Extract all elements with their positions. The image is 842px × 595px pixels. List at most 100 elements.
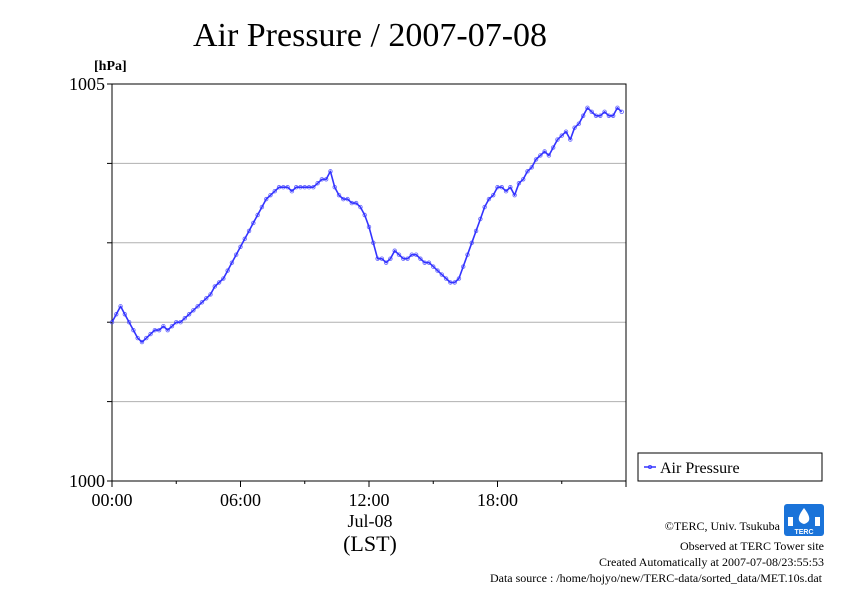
plot-frame <box>111 83 627 482</box>
data-point <box>461 264 466 269</box>
data-point <box>311 185 316 190</box>
x-axis-date-label: Jul-08 <box>348 511 393 531</box>
data-point <box>435 268 440 273</box>
data-point <box>281 185 286 190</box>
data-point <box>538 153 543 158</box>
data-point <box>452 280 457 285</box>
y-tick-label: 1000 <box>69 471 105 491</box>
data-point <box>388 256 393 261</box>
data-point <box>195 304 200 309</box>
data-point <box>345 196 350 202</box>
data-point <box>242 236 247 242</box>
x-tick-label: 18:00 <box>477 490 518 510</box>
chart-title: Air Pressure / 2007-07-08 <box>193 17 547 54</box>
data-point <box>118 304 123 309</box>
data-point <box>533 157 539 162</box>
data-point <box>165 327 170 333</box>
x-axis-ticks: 00:00 06:00 12:00 18:00 <box>91 481 627 510</box>
data-point <box>362 212 367 218</box>
data-point <box>285 185 290 190</box>
data-point <box>212 284 217 289</box>
data-point <box>319 177 325 182</box>
data-point <box>371 240 376 245</box>
data-point <box>546 153 552 158</box>
data-point <box>606 113 612 118</box>
data-point <box>443 276 449 281</box>
data-point <box>418 256 423 261</box>
data-point <box>208 292 213 297</box>
data-point <box>559 133 564 138</box>
data-point <box>495 185 500 190</box>
data-point <box>610 113 616 118</box>
data-point <box>358 204 363 210</box>
data-point <box>585 105 590 111</box>
data-point <box>598 113 603 118</box>
data-point <box>349 200 355 206</box>
legend-box <box>637 452 823 482</box>
data-point <box>366 224 372 230</box>
data-point <box>276 185 282 190</box>
legend-entry-air-pressure: Air Pressure <box>660 460 740 477</box>
data-point <box>448 280 453 285</box>
data-point <box>264 196 269 202</box>
data-point <box>341 196 346 202</box>
data-point <box>315 181 320 186</box>
data-point <box>426 260 432 265</box>
data-point <box>482 204 487 210</box>
data-point <box>109 320 115 325</box>
data-point <box>131 327 136 333</box>
data-point <box>555 137 560 142</box>
data-point <box>576 121 582 126</box>
data-point <box>353 200 359 206</box>
data-point <box>375 256 380 261</box>
data-point <box>293 185 299 190</box>
series-line-air-pressure <box>111 107 623 343</box>
data-point <box>525 169 530 174</box>
data-point <box>289 188 295 194</box>
data-point <box>516 181 522 186</box>
data-point <box>144 335 149 341</box>
data-point <box>182 316 188 321</box>
data-point <box>512 192 517 198</box>
data-point <box>383 260 389 265</box>
x-tick-label: 06:00 <box>220 490 261 510</box>
data-point <box>199 300 205 305</box>
data-point <box>225 268 230 273</box>
data-point <box>229 260 235 265</box>
series-group <box>109 105 624 345</box>
terc-logo-text: TERC <box>794 529 813 536</box>
data-point <box>336 192 342 198</box>
footer-created: Created Automatically at 2007-07-08/23:5… <box>599 555 824 569</box>
data-point <box>401 256 406 261</box>
data-point <box>216 280 222 285</box>
data-point <box>602 109 607 114</box>
terc-logo: TERC <box>784 504 824 536</box>
data-point <box>298 185 303 190</box>
legend: Air Pressure <box>637 452 823 482</box>
data-point <box>234 252 239 257</box>
data-point <box>503 188 509 194</box>
data-point <box>572 125 577 130</box>
data-point <box>521 177 526 182</box>
data-point <box>491 192 496 198</box>
x-tick-label: 00:00 <box>91 490 132 510</box>
water-drop-icon <box>798 508 810 524</box>
data-point <box>422 260 427 265</box>
data-point <box>396 252 402 257</box>
data-point <box>469 240 474 245</box>
data-point <box>191 308 196 313</box>
data-point <box>508 185 513 190</box>
data-point <box>238 244 243 249</box>
y-axis-unit-label: [hPa] <box>94 59 127 74</box>
logo-bar-left <box>788 517 793 526</box>
data-point <box>473 228 479 234</box>
data-point <box>379 256 385 261</box>
data-point <box>589 109 594 114</box>
data-point <box>332 185 337 190</box>
data-point <box>499 185 504 190</box>
data-point <box>478 216 483 222</box>
data-point <box>413 252 419 257</box>
data-point <box>486 196 492 202</box>
footer-source: Data source : /home/hojyo/new/TERC-data/… <box>490 571 823 585</box>
data-point <box>221 276 226 281</box>
